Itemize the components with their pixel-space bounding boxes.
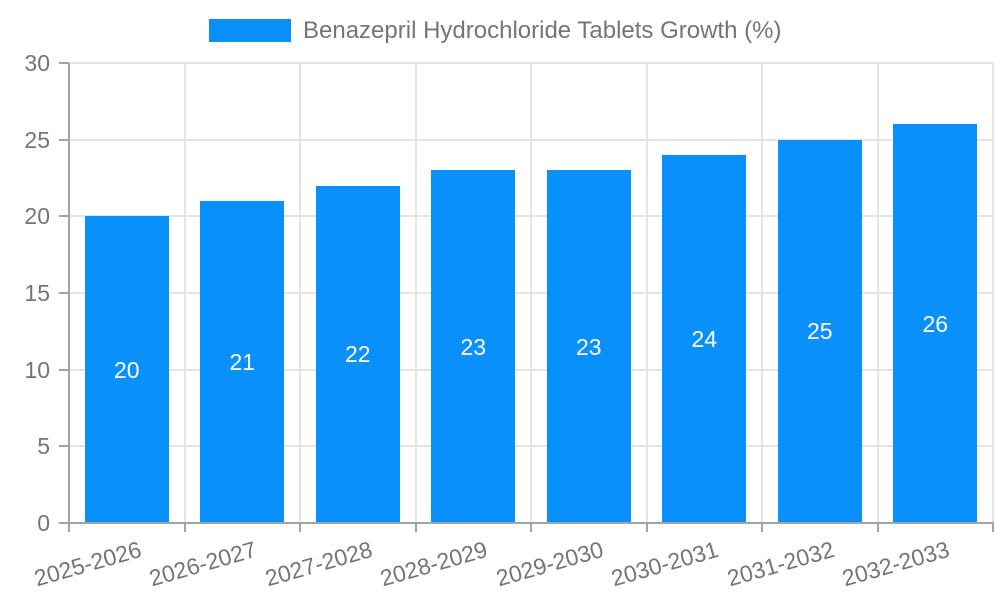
- y-tick-mark: [59, 445, 69, 448]
- y-tick-label: 10: [24, 356, 50, 383]
- bar: [315, 185, 400, 522]
- v-gridline: [183, 63, 186, 523]
- x-tick-mark: [992, 523, 994, 532]
- y-tick-label: 25: [24, 126, 50, 153]
- bar: [84, 216, 169, 522]
- y-axis-line: [68, 63, 70, 523]
- v-gridline: [992, 63, 994, 523]
- x-tick-mark: [530, 523, 532, 532]
- v-gridline: [645, 63, 648, 523]
- bar: [546, 170, 631, 522]
- y-tick-mark: [59, 138, 69, 141]
- v-gridline: [414, 63, 417, 523]
- bar: [200, 201, 285, 522]
- y-tick-label: 30: [24, 50, 50, 76]
- bar: [662, 155, 747, 522]
- legend-label: Benazepril Hydrochloride Tablets Growth …: [303, 17, 782, 44]
- x-axis-label: 2031-2032: [724, 536, 837, 592]
- y-tick-label: 15: [24, 280, 50, 306]
- x-tick-mark: [299, 523, 301, 532]
- bar-value-label: 21: [229, 349, 256, 375]
- bar-value-label: 26: [922, 310, 949, 337]
- x-axis-label: 2029-2030: [493, 536, 606, 592]
- x-axis-label: 2032-2033: [839, 536, 953, 592]
- bar-value-label: 25: [806, 318, 833, 345]
- x-tick-mark: [645, 523, 648, 532]
- y-tick-mark: [59, 522, 69, 524]
- v-gridline: [761, 63, 763, 523]
- x-axis-label: 2028-2029: [377, 536, 491, 592]
- v-gridline: [530, 63, 532, 523]
- x-tick-mark: [183, 523, 186, 532]
- y-tick-label: 0: [37, 510, 50, 536]
- bar-value-label: 20: [113, 356, 140, 383]
- x-axis-line: [68, 522, 994, 524]
- chart-legend[interactable]: Benazepril Hydrochloride Tablets Growth …: [209, 17, 781, 44]
- x-tick-mark: [761, 523, 763, 532]
- bar: [893, 124, 978, 522]
- x-axis-label: 2027-2028: [262, 536, 375, 592]
- bar-value-label: 24: [691, 326, 718, 352]
- x-axis-label: 2026-2027: [146, 536, 260, 592]
- x-axis-label: 2030-2031: [608, 536, 722, 592]
- y-tick-label: 5: [37, 433, 50, 460]
- legend-swatch-icon: [209, 19, 291, 42]
- y-tick-mark: [59, 368, 69, 371]
- x-axis-label: 2025-2026: [31, 536, 144, 592]
- bar-value-label: 23: [460, 333, 487, 360]
- x-tick-mark: [68, 523, 70, 532]
- v-gridline: [299, 63, 301, 523]
- y-tick-mark: [59, 215, 69, 218]
- y-tick-mark: [59, 62, 69, 64]
- bar-value-label: 22: [344, 341, 371, 368]
- x-tick-mark: [876, 523, 879, 532]
- bar-value-label: 23: [575, 333, 602, 360]
- bar: [431, 170, 516, 522]
- y-tick-mark: [59, 292, 69, 294]
- y-tick-label: 20: [24, 203, 50, 230]
- v-gridline: [876, 63, 879, 523]
- bar: [777, 139, 862, 522]
- x-tick-mark: [414, 523, 417, 532]
